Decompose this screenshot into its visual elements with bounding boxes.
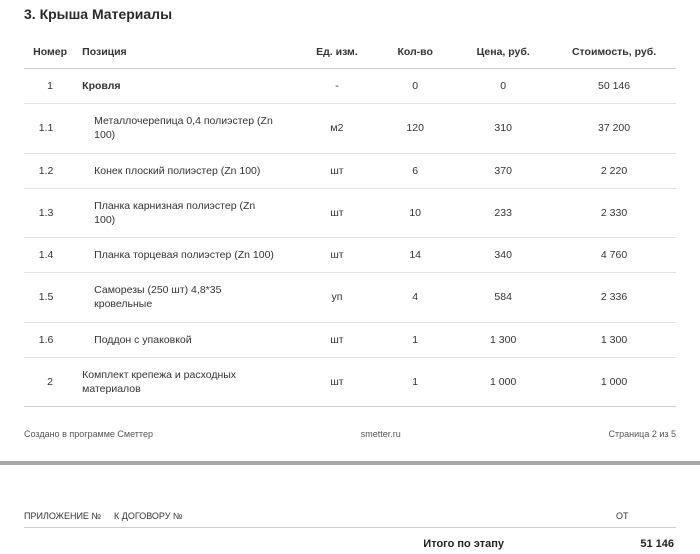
stage-total-line: Итого по этапу 51 146 (24, 528, 676, 554)
cell-pos: Саморезы (250 шт) 4,8*35 кровельные (76, 273, 298, 322)
cell-unit: м2 (298, 104, 376, 153)
cell-pos: Планка торцевая полиэстер (Zn 100) (76, 238, 298, 273)
cell-qty: 10 (376, 188, 454, 237)
table-header-row: Номер Позиция Ед. изм. Кол-во Цена, руб.… (24, 36, 676, 69)
cell-num: 1.5 (24, 273, 76, 322)
cell-unit: шт (298, 188, 376, 237)
cell-unit: - (298, 69, 376, 104)
cell-pos: Планка карнизная полиэстер (Zn 100) (76, 188, 298, 237)
col-header-number: Номер (24, 36, 76, 69)
footer-left: Создано в программе Сметтер (24, 429, 153, 439)
table-row: 1.3Планка карнизная полиэстер (Zn 100)шт… (24, 188, 676, 237)
cell-pos: Поддон с упаковкой (76, 322, 298, 357)
cell-price: 0 (454, 69, 552, 104)
cell-qty: 1 (376, 357, 454, 406)
cell-unit: шт (298, 357, 376, 406)
cell-pos: Комплект крепежа и расходных материалов (76, 357, 298, 406)
cell-price: 584 (454, 273, 552, 322)
cell-qty: 14 (376, 238, 454, 273)
table-row: 1.5Саморезы (250 шт) 4,8*35 кровельныеуп… (24, 273, 676, 322)
page-footer: Создано в программе Сметтер smetter.ru С… (24, 429, 676, 449)
section-title: 3. Крыша Материалы (24, 6, 676, 22)
cell-cost: 2 220 (552, 153, 676, 188)
col-header-unit: Ед. изм. (298, 36, 376, 69)
estimate-table: Номер Позиция Ед. изм. Кол-во Цена, руб.… (24, 36, 676, 407)
table-row: 1.1Металлочерепица 0,4 полиэстер (Zn 100… (24, 104, 676, 153)
cell-price: 233 (454, 188, 552, 237)
cell-unit: уп (298, 273, 376, 322)
cell-num: 1 (24, 69, 76, 104)
cell-cost: 1 300 (552, 322, 676, 357)
cell-cost: 4 760 (552, 238, 676, 273)
footer-right: Страница 2 из 5 (609, 429, 676, 439)
cell-cost: 37 200 (552, 104, 676, 153)
cell-price: 1 300 (454, 322, 552, 357)
cell-qty: 120 (376, 104, 454, 153)
cell-price: 370 (454, 153, 552, 188)
cell-num: 1.3 (24, 188, 76, 237)
cell-cost: 2 330 (552, 188, 676, 237)
table-row: 1Кровля-0050 146 (24, 69, 676, 104)
col-header-qty: Кол-во (376, 36, 454, 69)
col-header-price: Цена, руб. (454, 36, 552, 69)
cell-pos: Кровля (76, 69, 298, 104)
cell-price: 310 (454, 104, 552, 153)
cell-qty: 4 (376, 273, 454, 322)
cell-qty: 0 (376, 69, 454, 104)
appendix-label: ПРИЛОЖЕНИЕ № (24, 511, 114, 521)
cell-num: 2 (24, 357, 76, 406)
cell-qty: 6 (376, 153, 454, 188)
table-row: 1.6Поддон с упаковкойшт11 3001 300 (24, 322, 676, 357)
cell-pos: Конек плоский полиэстер (Zn 100) (76, 153, 298, 188)
cell-unit: шт (298, 153, 376, 188)
cell-unit: шт (298, 238, 376, 273)
cell-price: 340 (454, 238, 552, 273)
cell-num: 1.2 (24, 153, 76, 188)
cell-num: 1.1 (24, 104, 76, 153)
table-row: 1.4Планка торцевая полиэстер (Zn 100)шт1… (24, 238, 676, 273)
cell-price: 1 000 (454, 357, 552, 406)
footer-center: smetter.ru (361, 429, 401, 439)
from-label: ОТ (616, 511, 676, 521)
col-header-position: Позиция (76, 36, 298, 69)
col-header-cost: Стоимость, руб. (552, 36, 676, 69)
cell-cost: 50 146 (552, 69, 676, 104)
cell-unit: шт (298, 322, 376, 357)
cell-cost: 1 000 (552, 357, 676, 406)
stage-total-label: Итого по этапу (423, 538, 504, 550)
contract-label: К ДОГОВОРУ № (114, 511, 616, 521)
cell-num: 1.4 (24, 238, 76, 273)
table-row: 1.2Конек плоский полиэстер (Zn 100)шт637… (24, 153, 676, 188)
table-row: 2Комплект крепежа и расходных материалов… (24, 357, 676, 406)
cell-pos: Металлочерепица 0,4 полиэстер (Zn 100) (76, 104, 298, 153)
stage-total-value: 51 146 (594, 538, 674, 550)
cell-cost: 2 336 (552, 273, 676, 322)
cell-num: 1.6 (24, 322, 76, 357)
cell-qty: 1 (376, 322, 454, 357)
